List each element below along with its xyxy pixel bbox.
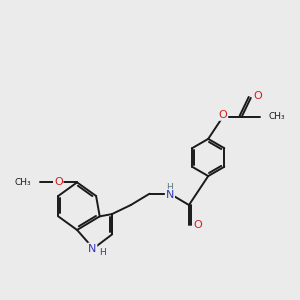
Text: H: H bbox=[100, 248, 106, 257]
Text: N: N bbox=[166, 190, 174, 200]
Text: CH₃: CH₃ bbox=[14, 178, 31, 187]
Text: CH₃: CH₃ bbox=[269, 112, 286, 121]
Text: O: O bbox=[219, 110, 227, 120]
Text: O: O bbox=[254, 91, 262, 101]
Text: N: N bbox=[88, 244, 96, 254]
Text: O: O bbox=[193, 220, 202, 230]
Text: O: O bbox=[54, 177, 63, 188]
Text: H: H bbox=[167, 183, 173, 192]
